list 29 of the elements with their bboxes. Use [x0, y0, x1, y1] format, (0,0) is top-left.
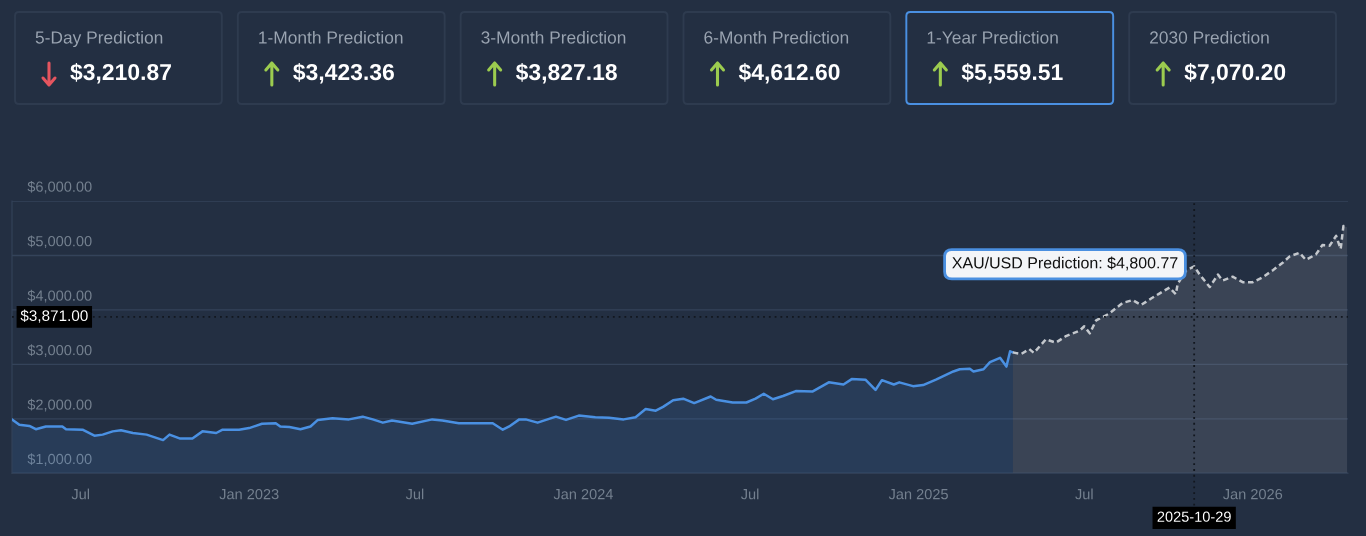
x-tick-label: Jul — [740, 488, 759, 500]
data-label: $3,210.87 — [70, 62, 171, 84]
data-label: $3,423.36 — [293, 62, 394, 84]
y-tick-label: $1,000.00 — [27, 453, 92, 466]
data-label: $4,612.60 — [738, 62, 840, 84]
category-label: 1-Year Prediction — [927, 30, 1058, 44]
y-tick-label: $5,000.00 — [27, 235, 92, 249]
annotation: XAU/USD Prediction: $4,800.77 — [952, 256, 1178, 271]
x-tick-label: Jan 2026 — [1222, 488, 1283, 500]
y-tick-label: $3,000.00 — [27, 344, 92, 357]
category-label: 6-Month Prediction — [704, 30, 849, 44]
category-label: 1-Month Prediction — [259, 30, 403, 44]
y-tick-label: $2,000.00 — [27, 398, 92, 412]
ref-line-label: $3,871.00 — [20, 309, 88, 323]
x-tick-label: Jul — [71, 488, 90, 500]
category-label: 5-Day Prediction — [35, 30, 163, 48]
data-label: $7,070.20 — [1184, 62, 1286, 84]
data-label: $3,827.18 — [515, 62, 617, 84]
category-label: 2030 Prediction — [1150, 30, 1269, 44]
x-tick-label: Jan 2024 — [553, 488, 613, 500]
ref-line-label: 2025-10-29 — [1157, 511, 1231, 522]
x-tick-label: Jul — [405, 488, 424, 500]
x-tick-label: Jan 2023 — [219, 488, 279, 500]
x-tick-label: Jan 2025 — [888, 488, 948, 500]
category-label: 3-Month Prediction — [481, 30, 626, 44]
data-label: $5,559.51 — [961, 62, 1063, 84]
x-tick-label: Jul — [1075, 488, 1093, 500]
y-tick-label: $4,000.00 — [27, 289, 92, 303]
y-tick-label: $6,000.00 — [27, 180, 92, 194]
